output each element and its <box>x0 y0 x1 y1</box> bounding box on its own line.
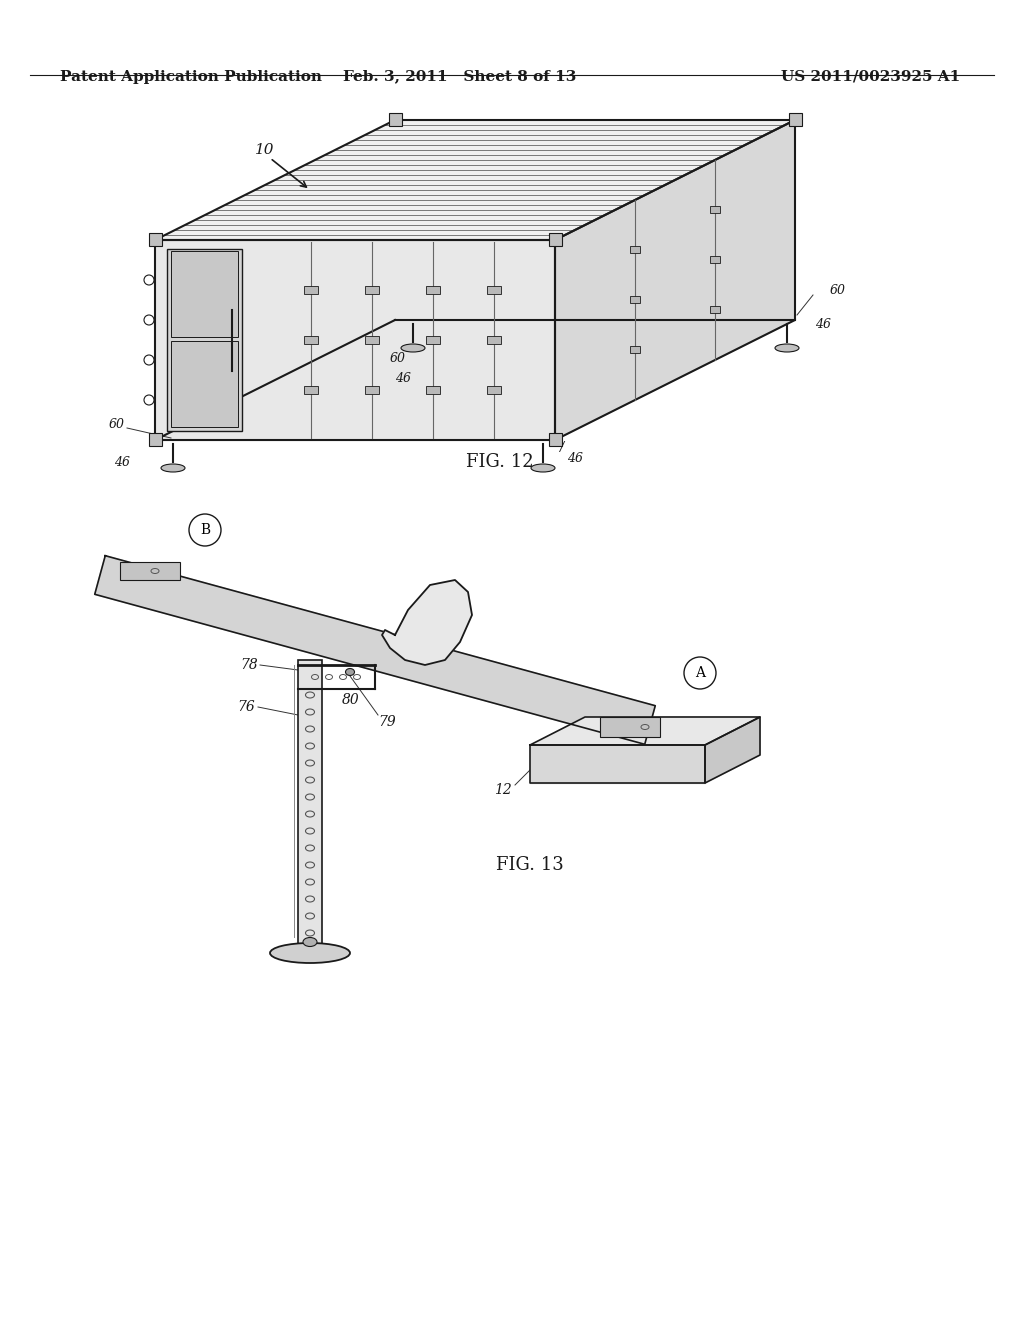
Bar <box>710 206 720 213</box>
Bar <box>426 286 440 294</box>
Text: FIG. 13: FIG. 13 <box>496 855 564 874</box>
Bar <box>549 433 562 446</box>
Bar <box>389 114 402 125</box>
Bar <box>426 337 440 345</box>
Text: Feb. 3, 2011   Sheet 8 of 13: Feb. 3, 2011 Sheet 8 of 13 <box>343 70 577 83</box>
Bar <box>630 246 640 253</box>
Bar <box>710 256 720 263</box>
Text: 10: 10 <box>255 143 274 157</box>
Text: 46: 46 <box>567 451 583 465</box>
Bar <box>171 251 238 337</box>
Ellipse shape <box>161 465 185 473</box>
Text: /: / <box>560 441 564 454</box>
Bar <box>365 385 379 393</box>
Bar <box>120 562 180 579</box>
Text: A: A <box>695 667 705 680</box>
Text: Patent Application Publication: Patent Application Publication <box>60 70 322 83</box>
Ellipse shape <box>775 345 799 352</box>
Polygon shape <box>530 744 705 783</box>
Text: 46: 46 <box>395 371 411 384</box>
Polygon shape <box>530 717 760 744</box>
Ellipse shape <box>401 345 425 352</box>
Bar <box>150 433 162 446</box>
Text: 80: 80 <box>342 693 359 708</box>
Bar <box>600 717 660 737</box>
Bar <box>365 337 379 345</box>
Text: FIG. 12: FIG. 12 <box>466 453 534 471</box>
Bar <box>298 660 322 945</box>
Bar <box>487 286 501 294</box>
Bar <box>167 249 242 432</box>
Text: 46: 46 <box>114 455 130 469</box>
Text: US 2011/0023925 A1: US 2011/0023925 A1 <box>780 70 961 83</box>
Bar <box>426 385 440 393</box>
Text: 60: 60 <box>830 284 846 297</box>
Polygon shape <box>155 120 795 240</box>
Polygon shape <box>382 579 472 665</box>
Bar <box>790 114 802 125</box>
Text: 60: 60 <box>109 418 125 432</box>
Text: 12: 12 <box>495 783 512 797</box>
Ellipse shape <box>531 465 555 473</box>
Bar <box>549 234 562 246</box>
Bar <box>304 286 318 294</box>
Ellipse shape <box>270 942 350 964</box>
Bar <box>171 341 238 426</box>
Polygon shape <box>95 556 655 744</box>
Ellipse shape <box>345 668 354 676</box>
Ellipse shape <box>303 937 317 946</box>
Bar <box>710 306 720 313</box>
Polygon shape <box>705 717 760 783</box>
Bar <box>304 337 318 345</box>
Bar <box>304 385 318 393</box>
Text: B: B <box>200 523 210 537</box>
Polygon shape <box>155 240 555 440</box>
Text: 76: 76 <box>238 700 255 714</box>
Text: 79: 79 <box>378 715 395 729</box>
Text: 78: 78 <box>241 657 258 672</box>
Text: 46: 46 <box>815 318 831 331</box>
Bar <box>630 346 640 352</box>
Bar <box>487 385 501 393</box>
Bar <box>630 296 640 304</box>
Bar <box>487 337 501 345</box>
Bar <box>150 234 162 246</box>
Bar <box>365 286 379 294</box>
Text: 60: 60 <box>390 351 406 364</box>
Polygon shape <box>555 120 795 440</box>
